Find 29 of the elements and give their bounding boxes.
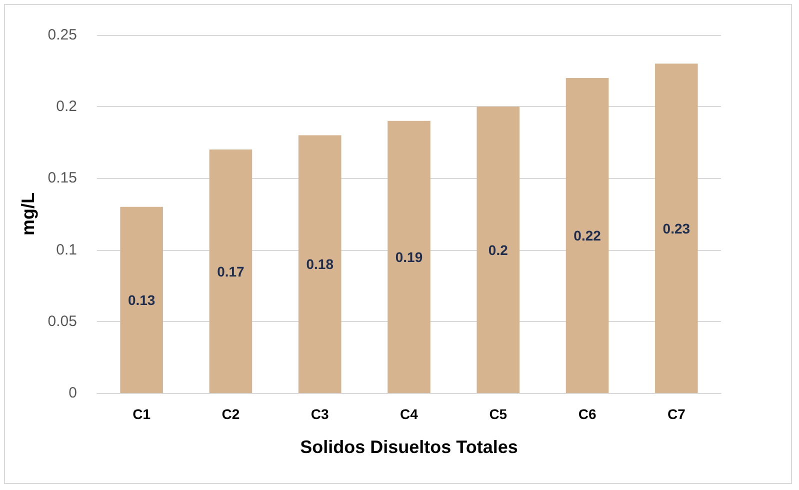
bar [655, 64, 698, 393]
x-tick-label: C2 [222, 406, 240, 422]
bar [388, 120, 430, 393]
bar [120, 206, 163, 393]
y-tick-label: 0.2 [56, 98, 77, 116]
y-tick-label: 0.25 [48, 26, 77, 44]
x-tick-label: C6 [578, 406, 596, 422]
data-label: 0.18 [306, 256, 334, 272]
data-label: 0.17 [217, 263, 245, 280]
bar [209, 150, 252, 393]
x-tick-label: C3 [310, 406, 330, 422]
data-label: 0.23 [662, 220, 690, 236]
x-tick-label: C1 [132, 406, 151, 422]
bar [566, 78, 609, 393]
y-tick-label: 0 [68, 384, 77, 402]
bar [298, 135, 342, 393]
y-axis-title: mg/L [18, 192, 38, 236]
bar [476, 106, 520, 393]
data-label: 0.22 [574, 227, 602, 244]
x-tick-label: C7 [667, 406, 686, 422]
y-tick-label: 0.1 [56, 241, 77, 258]
x-axis-title: Solidos Disueltos Totales [300, 437, 518, 457]
data-label: 0.2 [488, 242, 508, 258]
y-tick-label: 0.15 [48, 170, 77, 187]
x-tick-label: C5 [489, 406, 508, 422]
y-tick-label: 0.05 [48, 312, 77, 330]
x-tick-label: C4 [400, 406, 418, 422]
data-label: 0.19 [395, 248, 423, 265]
data-label: 0.13 [128, 292, 156, 308]
